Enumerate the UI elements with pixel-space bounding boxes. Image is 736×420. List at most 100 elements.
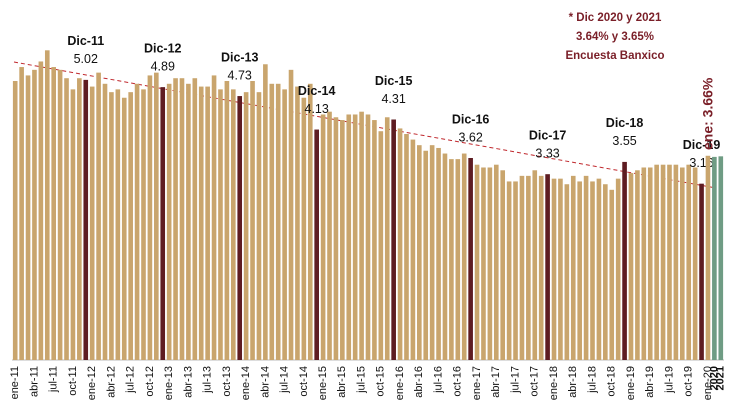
bar [160, 87, 166, 360]
bar [449, 159, 454, 360]
bar [718, 156, 724, 360]
bar [141, 89, 146, 361]
bar [590, 181, 595, 360]
bar [506, 181, 512, 360]
bar [423, 150, 429, 360]
period-label: Dic-17 [529, 128, 567, 142]
bar [397, 128, 403, 360]
bar [89, 86, 95, 360]
bar [218, 89, 223, 361]
x-tick-label: jul-13 [202, 366, 214, 394]
bar [679, 167, 685, 360]
x-tick-label: jul-15 [355, 366, 367, 394]
x-tick-label: ene-12 [86, 366, 98, 400]
bar [461, 153, 467, 360]
bar [532, 170, 538, 360]
bar [558, 178, 563, 360]
bar [641, 167, 647, 360]
x-tick-label: oct-16 [452, 366, 464, 397]
bar [44, 50, 50, 361]
bar [692, 167, 698, 360]
x-tick-label: ene-17 [471, 366, 483, 400]
bar [570, 175, 576, 360]
bar [166, 83, 172, 360]
bar [628, 173, 634, 360]
bar [70, 89, 76, 361]
bar [442, 153, 448, 360]
period-label: Dic-16 [452, 112, 490, 126]
x-tick-label: ene-19 [625, 366, 637, 400]
bar [32, 69, 37, 360]
x-tick-label: ene-11 [9, 366, 21, 399]
x-tick-label: jul-17 [509, 366, 521, 394]
period-label: Dic-15 [375, 74, 413, 88]
bar [551, 178, 557, 360]
x-tick-label: oct-12 [144, 366, 156, 397]
bar [173, 78, 178, 361]
bar [564, 184, 570, 360]
x-tick-label: oct-17 [529, 366, 541, 397]
bar [410, 139, 416, 360]
x-tick-label: abr-11 [28, 366, 40, 397]
bar [340, 120, 345, 360]
x-tick-label: jul-18 [586, 366, 598, 394]
bar [282, 89, 287, 361]
bar [198, 86, 204, 360]
bar [635, 170, 640, 360]
bar [51, 67, 57, 361]
bar [263, 64, 268, 360]
bar [404, 134, 409, 360]
bar [391, 119, 396, 360]
bar [660, 164, 666, 360]
x-tick-label: abr-16 [413, 366, 425, 398]
x-tick-label: ene-13 [163, 366, 175, 400]
bar [526, 175, 531, 360]
bar [577, 181, 582, 360]
note: * Dic 2020 y 2021 [569, 12, 662, 24]
x-tick-label: abr-17 [490, 366, 502, 398]
bar [609, 189, 615, 360]
bar [230, 89, 236, 361]
value-label: 4.89 [151, 59, 175, 73]
value-label: 3.55 [612, 134, 636, 148]
x-tick-label: oct-19 [683, 366, 695, 397]
x-tick-label: ene-18 [548, 366, 560, 400]
bar [654, 164, 659, 360]
bar [519, 175, 525, 360]
bar [25, 75, 31, 361]
period-label: Dic-12 [144, 41, 182, 55]
x-tick-label: abr-18 [567, 366, 579, 398]
bar [12, 81, 18, 360]
bar [307, 83, 313, 360]
bar [243, 92, 249, 360]
bar [275, 83, 281, 360]
bar [436, 147, 441, 360]
x-tick-label: jul-19 [663, 366, 675, 394]
bar [224, 81, 230, 360]
bar [301, 97, 307, 361]
x-tick-label: abr-15 [336, 366, 348, 398]
bar [667, 164, 672, 360]
period-label: Dic-13 [221, 50, 259, 64]
bar [487, 167, 493, 360]
bar [712, 156, 717, 360]
bar [474, 164, 480, 360]
x-tick-label: jul-11 [48, 366, 60, 393]
bar [481, 167, 486, 360]
bar [19, 67, 24, 361]
x-tick-label: abr-13 [182, 366, 194, 398]
bar [186, 83, 191, 360]
bar [64, 78, 69, 361]
bar [320, 114, 326, 360]
bar [378, 131, 384, 360]
bar [327, 111, 332, 360]
annotation: ene: 3.66% [700, 77, 716, 150]
bar [699, 183, 704, 360]
bar [468, 158, 473, 360]
x-tick-label: jul-16 [432, 366, 444, 394]
x-tick-label: oct-18 [606, 366, 618, 397]
x-tick-label: oct-13 [221, 366, 233, 397]
x-tick-label: oct-15 [375, 366, 387, 397]
x-tick-label: abr-19 [644, 366, 656, 398]
bar [83, 79, 89, 360]
